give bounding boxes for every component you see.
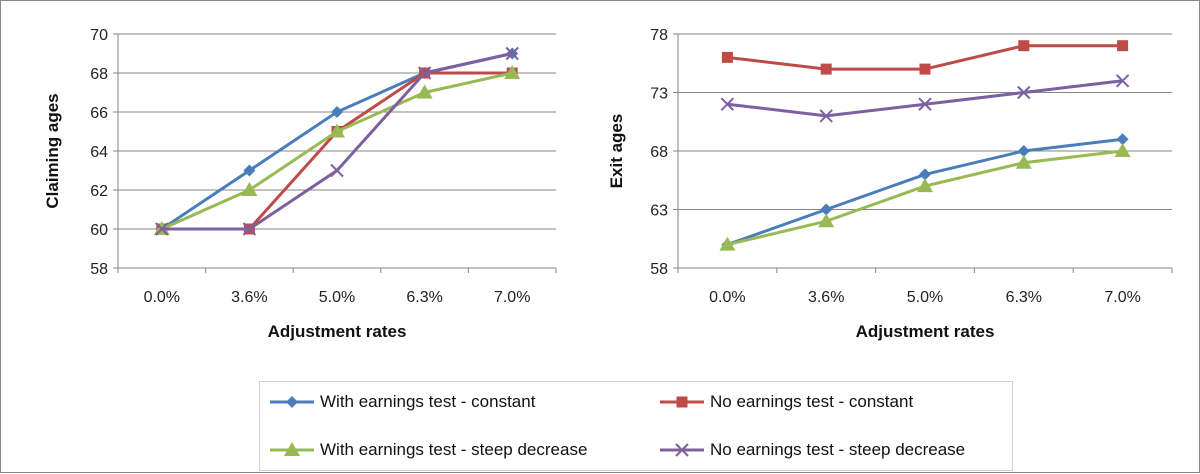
data-point-square	[1018, 40, 1030, 52]
x-tick-label: 7.0%	[494, 289, 530, 306]
data-point-diamond	[331, 106, 343, 118]
legend-label: No earnings test - steep decrease	[710, 440, 966, 459]
y-tick-label: 58	[90, 261, 108, 278]
data-point-diamond	[1017, 145, 1030, 157]
legend-marker-diamond	[270, 396, 314, 408]
data-point-x	[155, 222, 169, 236]
legend-marker-square	[660, 396, 704, 408]
y-tick-label: 64	[90, 144, 108, 161]
data-point-triangle	[917, 178, 933, 193]
series-4	[155, 46, 519, 236]
data-point-diamond	[1116, 133, 1129, 146]
y-tick-label: 63	[650, 203, 668, 220]
data-point-triangle	[719, 236, 736, 251]
data-point-diamond	[243, 164, 256, 177]
data-point-triangle	[1114, 143, 1131, 157]
y-tick-label: 60	[90, 222, 108, 239]
y-tick-label: 66	[90, 105, 108, 122]
x-tick-label: 0.0%	[709, 289, 745, 306]
data-point-x	[720, 97, 735, 111]
data-point-diamond	[919, 168, 931, 181]
data-point-x	[505, 46, 519, 61]
data-point-triangle	[241, 182, 258, 196]
y-tick-label: 68	[90, 66, 108, 83]
x-tick-label: 7.0%	[1104, 289, 1140, 306]
x-tick-label: 0.0%	[144, 289, 180, 306]
data-point-x	[1017, 85, 1031, 100]
x-tick-label: 5.0%	[907, 289, 943, 306]
y-tick-label: 62	[90, 183, 108, 200]
data-point-diamond	[820, 203, 833, 216]
data-point-square	[820, 63, 832, 75]
legend-label: No earnings test - constant	[710, 392, 914, 411]
data-point-triangle	[504, 65, 521, 79]
data-point-triangle	[818, 213, 835, 228]
legend-marker-diamond	[286, 396, 298, 408]
series-3	[719, 143, 1131, 251]
data-point-triangle	[1015, 154, 1032, 169]
data-point-x	[819, 109, 833, 123]
data-point-square	[1117, 40, 1129, 52]
data-point-triangle	[329, 123, 345, 138]
data-point-square	[721, 51, 733, 63]
y-axis-title: Exit ages	[607, 114, 626, 189]
data-point-x	[918, 97, 932, 111]
chart-2: 58 63 68 73 78 0.0% 3.6% 5.0% 6.3% 7.0% Adjustment…	[599, 13, 1197, 383]
x-tick-label: 6.3%	[1006, 289, 1042, 306]
y-tick-label: 68	[650, 144, 668, 161]
y-tick-label: 58	[650, 261, 668, 278]
data-point-x	[417, 66, 432, 80]
data-point-x	[330, 163, 344, 178]
x-axis-title: Adjustment rates	[856, 322, 995, 341]
legend-label: With earnings test - steep decrease	[320, 440, 588, 459]
series-4	[720, 74, 1130, 123]
data-point-x	[1115, 74, 1130, 88]
data-point-triangle	[416, 84, 433, 99]
x-axis-title: Adjustment rates	[268, 322, 407, 341]
series-2	[721, 40, 1129, 75]
x-tick-label: 6.3%	[406, 289, 442, 306]
legend-marker-triangle	[270, 442, 314, 456]
x-tick-label: 3.6%	[808, 289, 844, 306]
legend-marker-x	[675, 443, 689, 457]
legend-marker-triangle	[284, 442, 300, 456]
x-tick-label: 3.6%	[231, 289, 267, 306]
y-tick-label: 73	[650, 86, 668, 103]
x-tick-label: 5.0%	[319, 289, 355, 306]
legend: With earnings test - constant No earning…	[259, 381, 1013, 471]
y-tick-label: 78	[650, 27, 668, 44]
data-point-x	[242, 222, 257, 236]
legend-marker-x	[660, 443, 704, 457]
legend-label: With earnings test - constant	[320, 392, 536, 411]
chart-area	[599, 13, 1197, 383]
chart-1: 58 60 62 64 66 68 70 0.0% 3.6% 5.0% 6.3% 7.0% Adjust…	[37, 13, 593, 383]
y-axis-title: Claiming ages	[43, 93, 62, 208]
y-tick-label: 70	[90, 27, 108, 44]
data-point-square	[919, 63, 931, 75]
legend-marker-square	[676, 396, 688, 408]
